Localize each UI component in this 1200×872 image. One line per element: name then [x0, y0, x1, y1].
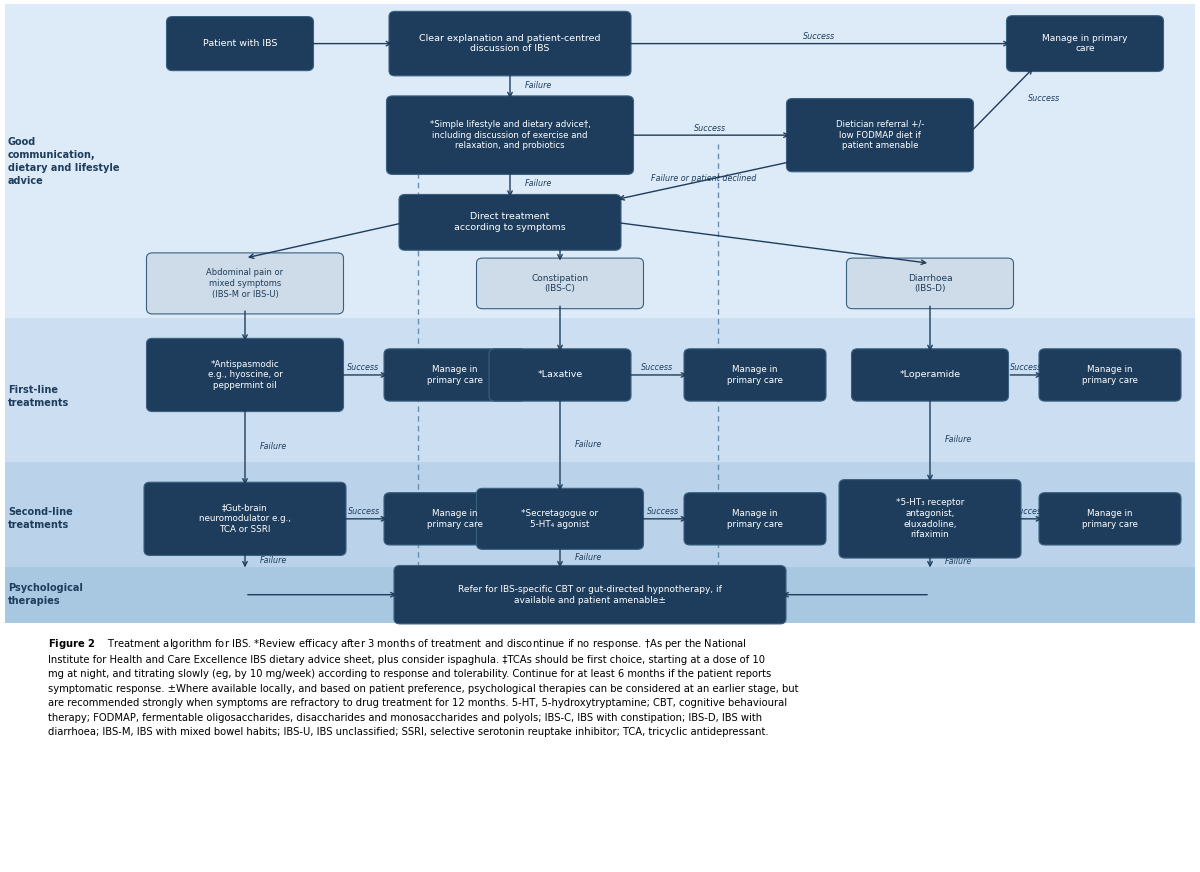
FancyBboxPatch shape [1039, 493, 1181, 545]
Text: Manage in
primary care: Manage in primary care [727, 509, 782, 528]
FancyBboxPatch shape [786, 99, 973, 172]
Text: *Loperamide: *Loperamide [900, 371, 960, 379]
FancyBboxPatch shape [384, 493, 526, 545]
Text: Manage in
primary care: Manage in primary care [427, 365, 482, 385]
FancyBboxPatch shape [144, 482, 346, 555]
FancyBboxPatch shape [398, 194, 622, 250]
Text: Failure: Failure [944, 435, 972, 444]
Text: Failure: Failure [259, 442, 287, 451]
FancyBboxPatch shape [476, 488, 643, 549]
Text: Diarrhoea
(IBS-D): Diarrhoea (IBS-D) [907, 274, 953, 293]
Text: *Simple lifestyle and dietary advice†,
including discussion of exercise and
rela: *Simple lifestyle and dietary advice†, i… [430, 120, 590, 150]
FancyBboxPatch shape [684, 493, 826, 545]
Text: Abdominal pain or
mixed symptoms
(IBS-M or IBS-U): Abdominal pain or mixed symptoms (IBS-M … [206, 269, 283, 298]
FancyBboxPatch shape [5, 318, 1195, 462]
Text: Success: Success [348, 364, 379, 372]
FancyBboxPatch shape [5, 4, 1195, 318]
Text: Clear explanation and patient-centred
discussion of IBS: Clear explanation and patient-centred di… [419, 34, 601, 53]
FancyBboxPatch shape [839, 480, 1021, 558]
FancyBboxPatch shape [146, 253, 343, 314]
Text: Manage in
primary care: Manage in primary care [1082, 509, 1138, 528]
Text: Psychological
therapies: Psychological therapies [8, 583, 83, 606]
FancyBboxPatch shape [389, 11, 631, 76]
Text: Second-line
treatments: Second-line treatments [8, 508, 73, 530]
Text: Manage in
primary care: Manage in primary care [1082, 365, 1138, 385]
Text: Success: Success [694, 124, 726, 133]
Text: Refer for IBS-specific CBT or gut-directed hypnotherapy, if
available and patien: Refer for IBS-specific CBT or gut-direct… [458, 585, 722, 604]
Text: Failure: Failure [524, 180, 552, 188]
Text: Manage in primary
care: Manage in primary care [1043, 34, 1128, 53]
Text: Failure: Failure [944, 557, 972, 566]
FancyBboxPatch shape [384, 349, 526, 401]
Text: ‡Gut-brain
neuromodulator e.g.,
TCA or SSRI: ‡Gut-brain neuromodulator e.g., TCA or S… [199, 504, 290, 534]
Text: Success: Success [1014, 508, 1046, 516]
Text: First-line
treatments: First-line treatments [8, 385, 70, 408]
FancyBboxPatch shape [852, 349, 1008, 401]
FancyBboxPatch shape [1007, 16, 1164, 72]
Text: Patient with IBS: Patient with IBS [203, 39, 277, 48]
Text: Good
communication,
dietary and lifestyle
advice: Good communication, dietary and lifestyl… [8, 137, 120, 186]
FancyBboxPatch shape [167, 17, 313, 71]
FancyBboxPatch shape [5, 567, 1195, 623]
Text: *Secretagogue or
5-HT₄ agonist: *Secretagogue or 5-HT₄ agonist [522, 509, 599, 528]
FancyBboxPatch shape [684, 349, 826, 401]
FancyBboxPatch shape [386, 96, 634, 174]
Text: *5-HT₃ receptor
antagonist,
eluxadoline,
rifaximin: *5-HT₃ receptor antagonist, eluxadoline,… [896, 498, 964, 540]
FancyBboxPatch shape [846, 258, 1014, 309]
Text: Success: Success [1028, 94, 1060, 103]
Text: Constipation
(IBS-C): Constipation (IBS-C) [532, 274, 588, 293]
Text: $\bf{Figure\ 2}$    Treatment algorithm for IBS. *Review efficacy after 3 months: $\bf{Figure\ 2}$ Treatment algorithm for… [48, 637, 798, 737]
Text: *Laxative: *Laxative [538, 371, 583, 379]
FancyBboxPatch shape [490, 349, 631, 401]
FancyBboxPatch shape [476, 258, 643, 309]
FancyBboxPatch shape [394, 566, 786, 624]
Text: Failure: Failure [575, 440, 601, 449]
FancyBboxPatch shape [146, 338, 343, 412]
Text: Success: Success [648, 508, 679, 516]
FancyBboxPatch shape [5, 462, 1195, 567]
Text: Failure: Failure [575, 553, 601, 562]
Text: Manage in
primary care: Manage in primary care [727, 365, 782, 385]
Text: *Antispasmodic
e.g., hyoscine, or
peppermint oil: *Antispasmodic e.g., hyoscine, or pepper… [208, 360, 282, 390]
FancyBboxPatch shape [1039, 349, 1181, 401]
Text: Failure: Failure [524, 81, 552, 90]
Text: Dietician referral +/-
low FODMAP diet if
patient amenable: Dietician referral +/- low FODMAP diet i… [836, 120, 924, 150]
Text: Failure or patient declined: Failure or patient declined [652, 174, 757, 183]
Text: Success: Success [1010, 364, 1042, 372]
Text: Success: Success [348, 508, 380, 516]
Text: Direct treatment
according to symptoms: Direct treatment according to symptoms [454, 213, 566, 232]
Text: Failure: Failure [259, 556, 287, 565]
Text: Success: Success [642, 364, 673, 372]
Text: Success: Success [803, 32, 835, 41]
Text: Manage in
primary care: Manage in primary care [427, 509, 482, 528]
